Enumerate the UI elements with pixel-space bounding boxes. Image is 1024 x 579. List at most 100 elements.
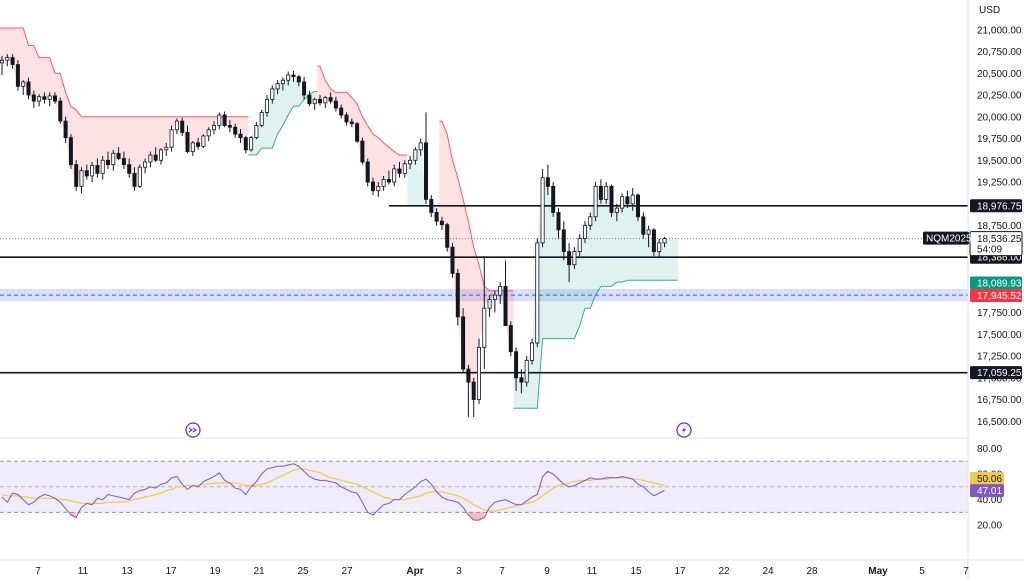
date-tick-label: 17 [674, 566, 686, 577]
candle [476, 338, 481, 404]
stop-band-line [0, 27, 249, 118]
candle [90, 162, 95, 183]
stop-band-fill [513, 177, 678, 409]
price-tick-label: 21,000.00 [977, 25, 1022, 36]
level-green-tag-bg [970, 276, 1022, 290]
stop-band-layer [0, 27, 678, 409]
event-icons[interactable] [185, 422, 692, 438]
candle [291, 70, 296, 82]
candle [116, 147, 121, 161]
candle [243, 135, 248, 154]
rsi-ma-line [1, 468, 665, 512]
candle [646, 225, 651, 248]
candle [302, 76, 307, 100]
candle [137, 164, 142, 189]
level-low-tag-bg [970, 366, 1022, 380]
symbol-tag-bg [923, 231, 969, 245]
level-red-tag: 17,945.52 [977, 291, 1022, 302]
candle [259, 109, 264, 128]
stop-band-fill [407, 142, 440, 222]
candle [355, 121, 360, 143]
candle [339, 104, 344, 119]
candle [503, 260, 508, 326]
candle [349, 118, 354, 128]
date-tick-label: 7 [963, 566, 969, 577]
candle [307, 90, 312, 107]
candle [31, 90, 36, 109]
right-price-axis[interactable]: USD 21,000.00 20,750.00 20,500.00 20,250.00… [923, 0, 1023, 579]
candle [604, 182, 609, 204]
candle [10, 54, 15, 69]
candle [222, 111, 227, 128]
rsi-ma-tag: 50.06 [977, 474, 1002, 485]
candles-layer [0, 54, 667, 417]
candle [572, 247, 577, 270]
candle [625, 190, 630, 209]
price-tick-label: 19,250.00 [977, 178, 1022, 189]
candle [206, 127, 211, 142]
price-tick-label: 17,250.00 [977, 352, 1022, 363]
candle [471, 377, 476, 417]
candle [132, 167, 137, 191]
candle [153, 147, 158, 163]
date-tick-label: Apr [406, 566, 423, 577]
candle [530, 338, 535, 365]
candle [121, 151, 126, 169]
candle [392, 164, 397, 187]
price-tick-label: 19,500.00 [977, 156, 1022, 167]
candle [249, 135, 254, 152]
stop-band-fill [439, 121, 514, 400]
date-tick-label: 17 [165, 566, 177, 577]
candle [238, 128, 243, 143]
currency-label: USD [979, 5, 1000, 16]
date-tick-label: 11 [78, 566, 89, 577]
level-mid-tag: 18,386.00 [977, 253, 1022, 264]
forward-icon[interactable] [185, 422, 201, 438]
candle [423, 112, 428, 204]
price-tick-label: 16,750.00 [977, 395, 1022, 406]
candle [540, 168, 545, 248]
date-tick-label: 15 [630, 566, 642, 577]
candle [286, 71, 291, 86]
candle [180, 117, 185, 136]
rsi-tick-label: 40.00 [977, 495, 1002, 506]
price-tick-label: 20,250.00 [977, 91, 1022, 102]
level-green-tag: 18,089.93 [977, 278, 1022, 289]
candle [535, 238, 540, 348]
candle [386, 170, 391, 185]
candle [545, 164, 550, 196]
date-tick-label: 11 [587, 566, 598, 577]
candle [233, 123, 238, 138]
candle [577, 234, 582, 256]
candle [657, 238, 662, 258]
candle [588, 212, 593, 230]
candle [466, 364, 471, 417]
candle [148, 151, 153, 168]
candle [461, 308, 466, 374]
lightning-icon[interactable] [676, 422, 692, 438]
candle [26, 77, 31, 100]
candle [593, 182, 598, 222]
date-tick-label: 19 [209, 566, 221, 577]
date-tick-label: 5 [919, 566, 925, 577]
level-upper-tag: 18,976.75 [977, 201, 1022, 212]
candle [450, 242, 455, 278]
candle [217, 112, 222, 129]
date-tick-label: 21 [253, 566, 265, 577]
level-red-tag-bg [970, 289, 1022, 303]
candle [323, 95, 328, 109]
candle [482, 255, 487, 370]
candle [567, 242, 572, 283]
date-tick-label: 13 [121, 566, 133, 577]
candle [53, 92, 58, 104]
stop-band-line [439, 120, 514, 292]
date-tick-label: 7 [499, 566, 505, 577]
candle [74, 160, 79, 191]
time-axis[interactable]: 7 11 13 17 19 21 25 27 Apr 3 7 9 11 15 17 22 24 28 May 5 7 [0, 559, 1024, 577]
price-tick-label: 17,750.00 [977, 308, 1022, 319]
price-tick-label: 20,500.00 [977, 69, 1022, 80]
candle [333, 96, 338, 112]
candle [164, 142, 169, 156]
candle [79, 167, 84, 194]
